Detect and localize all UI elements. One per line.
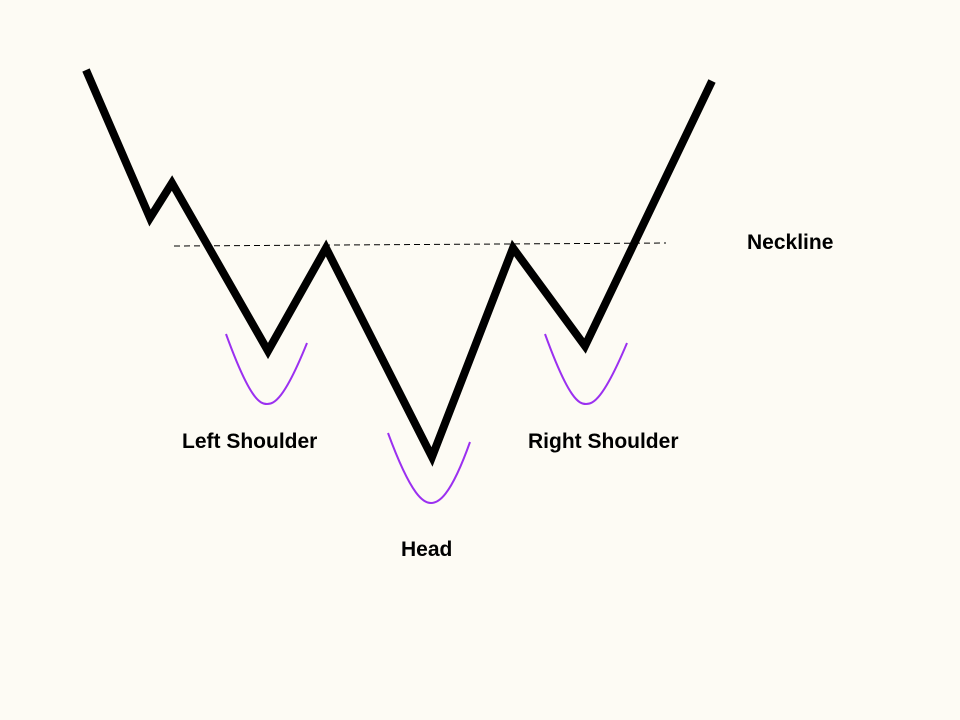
price-line: [82, 68, 716, 467]
right-shoulder-label: Right Shoulder: [528, 430, 679, 453]
neckline-line: [173, 242, 667, 247]
left-shoulder-curve: [225, 333, 308, 406]
left-shoulder-label: Left Shoulder: [182, 430, 318, 453]
head-curve: [387, 432, 471, 505]
neckline-label: Neckline: [747, 231, 834, 254]
head-label: Head: [401, 538, 453, 561]
right-shoulder-curve: [544, 333, 628, 406]
